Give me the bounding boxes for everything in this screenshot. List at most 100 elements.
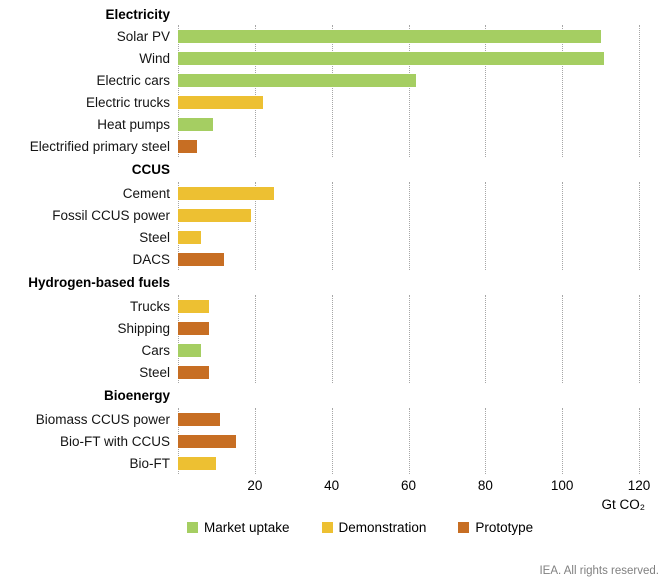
legend-label: Market uptake — [204, 520, 290, 535]
chart-section: Electricity Solar PV Wind Electric cars … — [0, 4, 672, 157]
copyright-note: IEA. All rights reserved. — [539, 565, 659, 577]
bar-row: Steel — [0, 226, 672, 248]
bar-row: Steel — [0, 361, 672, 383]
bar-row-label: Wind — [139, 50, 170, 66]
x-tick-40: 40 — [324, 478, 340, 493]
bar-row: Electric cars — [0, 69, 672, 91]
x-tick-20: 20 — [247, 478, 263, 493]
bar-row: Shipping — [0, 317, 672, 339]
bar-chart: Electricity Solar PV Wind Electric cars … — [0, 4, 672, 474]
bar-row: Biomass CCUS power — [0, 408, 672, 430]
chart-section: Bioenergy Biomass CCUS power Bio-FT with… — [0, 383, 672, 474]
bar — [178, 95, 263, 109]
x-tick-100: 100 — [550, 478, 574, 493]
bar — [178, 321, 209, 335]
bar-row-label: Electric cars — [96, 72, 170, 88]
bar — [178, 456, 217, 470]
bar-row-label: Biomass CCUS power — [35, 411, 170, 427]
bar-row-label: Electric trucks — [85, 94, 170, 110]
legend-swatch-icon — [321, 522, 333, 533]
chart-section: Hydrogen-based fuels Trucks Shipping Car… — [0, 270, 672, 383]
bar-row-label: Bio-FT — [129, 455, 171, 471]
bar — [178, 230, 202, 244]
x-tick-80: 80 — [477, 478, 493, 493]
section-body: Cement Fossil CCUS power Steel DACS — [0, 182, 672, 270]
bar-track — [178, 113, 639, 135]
bar-row: Cement — [0, 182, 672, 204]
bar-row: Electric trucks — [0, 91, 672, 113]
bar — [178, 208, 251, 222]
section-body: Biomass CCUS power Bio-FT with CCUS Bio-… — [0, 408, 672, 474]
bar-row-label: Fossil CCUS power — [52, 207, 170, 223]
bar — [178, 252, 225, 266]
bar-track — [178, 91, 639, 113]
bar — [178, 365, 209, 379]
bar-row-label: Heat pumps — [97, 116, 170, 132]
bar-track — [178, 408, 639, 430]
legend-item: Market uptake — [187, 520, 290, 535]
bar-row: Bio-FT with CCUS — [0, 430, 672, 452]
bar-track — [178, 25, 639, 47]
bar-track — [178, 69, 639, 91]
bar-row-label: Trucks — [130, 298, 170, 314]
bar-row-label: Shipping — [117, 320, 170, 336]
bar-row: Bio-FT — [0, 452, 672, 474]
legend-label: Demonstration — [338, 520, 427, 535]
bar-row-label: Steel — [139, 364, 170, 380]
bar — [178, 29, 601, 43]
bar-track — [178, 182, 639, 204]
legend-label: Prototype — [475, 520, 534, 535]
bar-track — [178, 226, 639, 248]
x-tick-120: 120 — [627, 478, 651, 493]
bar — [178, 51, 605, 65]
bar-row: Heat pumps — [0, 113, 672, 135]
legend-item: Prototype — [458, 520, 533, 535]
section-body: Solar PV Wind Electric cars Electric tru… — [0, 25, 672, 157]
bar — [178, 343, 202, 357]
bar-track — [178, 248, 639, 270]
bar — [178, 117, 213, 131]
bar-row-label: Bio-FT with CCUS — [59, 433, 170, 449]
bar-row-label: Electrified primary steel — [29, 138, 170, 154]
chart-section: CCUS Cement Fossil CCUS power Steel DACS — [0, 157, 672, 270]
x-axis: 20 40 60 80 100 120 — [178, 474, 650, 496]
section-header-label: Electricity — [105, 7, 170, 22]
bar — [178, 299, 209, 313]
bar-row: Wind — [0, 47, 672, 69]
section-header-label: Hydrogen-based fuels — [28, 275, 170, 290]
x-tick-60: 60 — [400, 478, 417, 493]
bar-track — [178, 135, 639, 157]
bar-row: Electrified primary steel — [0, 135, 672, 157]
bar-row: Trucks — [0, 295, 672, 317]
bar-track — [178, 430, 639, 452]
section-header-label: CCUS — [131, 162, 170, 177]
bar — [178, 434, 236, 448]
bar-track — [178, 47, 639, 69]
legend: Market uptake Demonstration Prototype — [187, 520, 672, 535]
legend-item: Demonstration — [321, 520, 427, 535]
bar — [178, 186, 275, 200]
bar-row-label: DACS — [132, 251, 170, 267]
bar-track — [178, 339, 639, 361]
bar — [178, 412, 221, 426]
x-axis-unit-label: Gt CO₂ — [601, 497, 646, 512]
bar-track — [178, 317, 639, 339]
bar — [178, 139, 198, 153]
bar-row: Cars — [0, 339, 672, 361]
bar-row: Fossil CCUS power — [0, 204, 672, 226]
bar-row: DACS — [0, 248, 672, 270]
bar — [178, 73, 417, 87]
section-header-label: Bioenergy — [103, 388, 170, 403]
bar-row-label: Steel — [139, 229, 170, 245]
section-body: Trucks Shipping Cars Steel — [0, 295, 672, 383]
bar-track — [178, 295, 639, 317]
legend-swatch-icon — [458, 522, 470, 533]
bar-row-label: Cement — [122, 185, 170, 201]
bar-row-label: Solar PV — [116, 28, 170, 44]
bar-track — [178, 452, 639, 474]
bar-track — [178, 204, 639, 226]
bar-track — [178, 361, 639, 383]
bar-row: Solar PV — [0, 25, 672, 47]
bar-row-label: Cars — [141, 342, 170, 358]
